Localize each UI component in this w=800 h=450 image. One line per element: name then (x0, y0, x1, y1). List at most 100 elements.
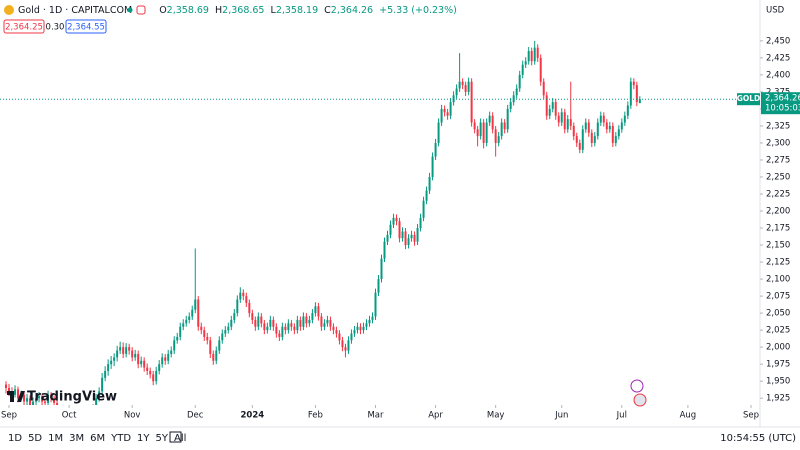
candle-body (56, 402, 59, 405)
candle-body (527, 51, 530, 62)
range-button[interactable]: All (174, 433, 186, 444)
candle-body (515, 88, 518, 96)
status-dot (127, 7, 133, 13)
logo-text: TradingView (27, 390, 117, 405)
candle-body (182, 323, 185, 327)
candle-body (311, 313, 314, 320)
candle-body (29, 398, 32, 405)
candle-body (122, 347, 125, 354)
spread: 0.30 (46, 23, 65, 33)
candle-body (338, 333, 341, 341)
y-tick-label: 2,300 (766, 138, 790, 148)
candle-body (239, 292, 242, 300)
candle-body (167, 353, 170, 361)
candle-body (386, 234, 389, 242)
range-button[interactable]: YTD (110, 433, 131, 444)
candle-body (263, 323, 266, 331)
candle-body (332, 326, 335, 331)
candle-body (425, 190, 428, 201)
candle-body (296, 319, 299, 331)
candle-body (47, 394, 50, 403)
x-tick-label: 2024 (240, 411, 264, 421)
candle-body (95, 398, 98, 405)
candle-body (566, 119, 569, 130)
x-tick-label: Jun (554, 411, 568, 421)
candle-body (32, 401, 35, 405)
candle-body (536, 47, 539, 58)
candle-body (482, 122, 485, 143)
candle-body (575, 136, 578, 143)
x-tick-label: Apr (428, 411, 443, 421)
candle-body (203, 330, 206, 337)
candle-body (8, 387, 11, 392)
x-tick-label: Oct (62, 411, 77, 421)
candle-body (524, 61, 527, 65)
candle-body (125, 347, 128, 354)
candle-body (107, 364, 110, 371)
candle-body (359, 326, 362, 331)
candle-body (206, 336, 209, 341)
candle-body (284, 326, 287, 331)
candles (5, 40, 641, 405)
range-button[interactable]: 5Y (156, 433, 169, 444)
candle-body (449, 102, 452, 116)
range-button[interactable]: 1D (8, 433, 22, 444)
candle-body (464, 85, 467, 92)
candle-body (392, 217, 395, 225)
calendar-icon[interactable] (169, 431, 182, 443)
candle-body (224, 330, 227, 334)
price-label: 2,364.26 (765, 94, 800, 104)
range-button[interactable]: 3M (69, 433, 84, 444)
candle-body (377, 279, 380, 293)
candle-body (410, 234, 413, 239)
l-label: L (271, 5, 277, 16)
sell-box[interactable] (3, 19, 45, 34)
candle-body (131, 350, 134, 358)
event-icon[interactable] (630, 379, 644, 393)
candle-body (419, 217, 422, 229)
currency[interactable]: USD (766, 6, 785, 16)
candle-body (170, 350, 173, 354)
candle-body (257, 316, 260, 327)
candle-body (101, 377, 104, 392)
symbol-icon (4, 5, 14, 15)
candle-body (452, 95, 455, 103)
candle-body (599, 115, 602, 123)
logo-mark (17, 391, 25, 402)
candle-body (341, 340, 344, 348)
candle-body (365, 323, 368, 327)
y-tick-label: 2,125 (766, 258, 790, 268)
candle-body (380, 258, 383, 280)
candle-body (281, 326, 284, 337)
candle-body (275, 326, 278, 334)
candle-body (326, 319, 329, 324)
candle-body (251, 313, 254, 320)
candle-body (290, 323, 293, 327)
high: 2,368.65 (222, 5, 264, 16)
candle-body (608, 125, 611, 130)
symbol[interactable]: Gold · 1D · CAPITALCOM (18, 5, 132, 16)
toolbar: 1D 5D 1M 3M 6M YTD 1Y 5Y All (8, 433, 186, 444)
countdown: 10:05:03 (765, 104, 800, 114)
candle-body (485, 122, 488, 143)
candle-body (128, 347, 131, 351)
candle-body (191, 309, 194, 317)
open: 2,358.69 (167, 5, 209, 16)
range-button[interactable]: 6M (90, 433, 105, 444)
candle-body (617, 129, 620, 137)
range-button[interactable]: 5D (28, 433, 42, 444)
candle-body (272, 319, 275, 327)
buy-box[interactable] (65, 19, 107, 34)
candle-body (38, 396, 41, 399)
candle-body (215, 350, 218, 361)
candle-body (626, 105, 629, 116)
candle-body (245, 296, 248, 303)
event-flag[interactable] (633, 393, 647, 407)
candle-body (635, 85, 638, 103)
range-button[interactable]: 1M (48, 433, 63, 444)
candle-body (461, 81, 464, 86)
candle-body (26, 398, 29, 402)
candle-body (401, 231, 404, 239)
range-button[interactable]: 1Y (137, 433, 150, 444)
candle-body (431, 156, 434, 177)
